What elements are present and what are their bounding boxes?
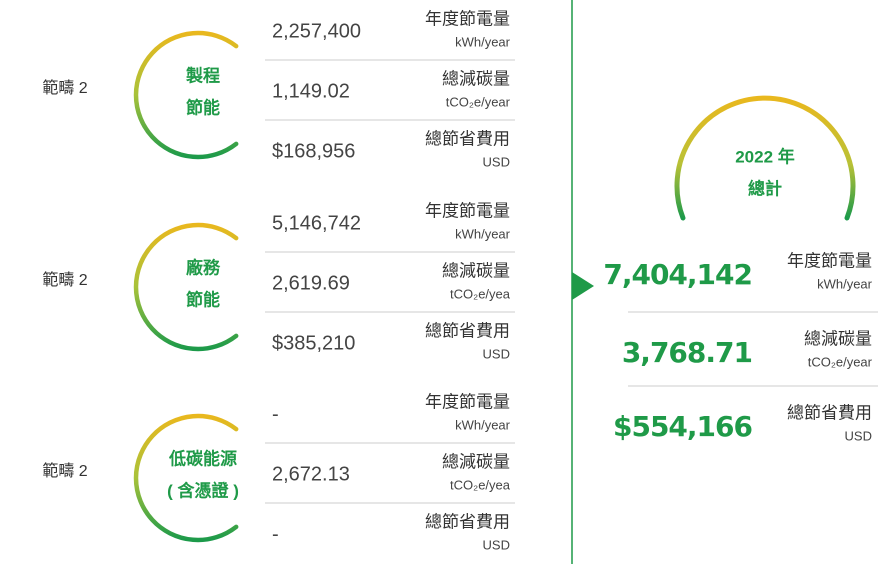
scope-label: 範疇 2 <box>42 79 87 97</box>
unit: kWh/year <box>455 417 511 432</box>
category-label: 製程 <box>185 65 220 85</box>
category-label: 節能 <box>185 97 220 117</box>
value: 1,149.02 <box>272 80 350 102</box>
total-value: 3,768.71 <box>622 336 752 369</box>
scope-label: 範疇 2 <box>42 462 87 480</box>
unit: kWh/year <box>455 34 511 49</box>
total-arc <box>674 95 856 221</box>
metric-label: 年度節電量 <box>425 9 510 28</box>
unit: tCO₂e/yea <box>450 477 511 492</box>
arc <box>133 413 239 543</box>
metric-label: 年度節電量 <box>425 201 510 220</box>
metric-label: 總減碳量 <box>442 261 510 280</box>
metric-label: 年度節電量 <box>425 392 510 411</box>
metric-label: 總節省費用 <box>425 512 510 531</box>
total-value: $554,166 <box>613 410 752 443</box>
value: $168,956 <box>272 140 355 162</box>
value: - <box>272 523 279 545</box>
value: $385,210 <box>272 332 355 354</box>
category-label: 低碳能源 <box>168 448 237 468</box>
total-title: 總計 <box>748 178 782 198</box>
unit: USD <box>483 537 510 552</box>
unit: kWh/year <box>455 226 511 241</box>
category-label: 節能 <box>185 289 220 309</box>
unit: USD <box>845 428 872 443</box>
total-value: 7,404,142 <box>603 258 752 291</box>
metric-label: 總節省費用 <box>425 129 510 148</box>
value: 5,146,742 <box>272 212 361 234</box>
unit: tCO₂e/year <box>446 94 511 109</box>
unit: USD <box>483 154 510 169</box>
total-title: 2022 年 <box>735 146 795 166</box>
scope-label: 範疇 2 <box>42 271 87 289</box>
value: 2,619.69 <box>272 272 350 294</box>
value: 2,672.13 <box>272 463 350 485</box>
value: 2,257,400 <box>272 20 361 42</box>
unit: tCO₂e/yea <box>450 286 511 301</box>
arrow <box>572 272 594 300</box>
unit: kWh/year <box>817 276 873 291</box>
arc <box>133 30 239 160</box>
category-label: 廠務 <box>186 257 221 277</box>
category-label: ( 含憑證 ) <box>167 480 239 500</box>
unit: tCO₂e/year <box>808 354 873 369</box>
metric-label: 年度節電量 <box>787 251 872 270</box>
unit: USD <box>483 346 510 361</box>
metric-label: 總節省費用 <box>787 403 872 422</box>
metric-label: 總節省費用 <box>425 321 510 340</box>
value: - <box>272 403 279 425</box>
metric-label: 總減碳量 <box>442 452 510 471</box>
metric-label: 總減碳量 <box>804 329 872 348</box>
metric-label: 總減碳量 <box>442 69 510 88</box>
arc <box>133 222 239 352</box>
